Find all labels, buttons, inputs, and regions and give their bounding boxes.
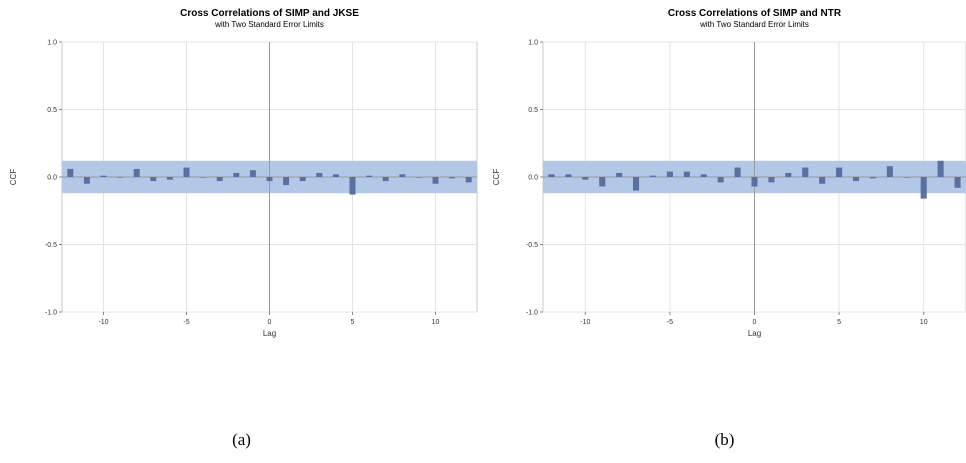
ccf-bar — [802, 167, 809, 177]
ccf-bar — [133, 168, 140, 177]
y-tick-label: 0.5 — [47, 107, 57, 114]
y-tick-label: -1.0 — [526, 310, 538, 317]
y-tick-label: 0.0 — [47, 175, 57, 182]
x-tick-label: -5 — [183, 319, 189, 326]
ccf-bar — [852, 177, 860, 182]
ccf-bar — [332, 174, 339, 177]
x-tick-label: 0 — [753, 319, 757, 326]
chart-subtitle: with Two Standard Error Limits — [699, 20, 809, 29]
y-tick-label: 1.0 — [47, 40, 57, 47]
ccf-bar — [349, 177, 356, 195]
ccf-bar — [633, 177, 640, 191]
ccf-bar — [548, 174, 555, 177]
ccf-bar — [836, 167, 843, 177]
ccf-bar — [869, 177, 876, 179]
x-tick-label: -5 — [667, 319, 673, 326]
ccf-bar — [920, 177, 927, 199]
ccf-bar — [734, 167, 741, 177]
chart-subtitle: with Two Standard Error Limits — [214, 20, 324, 29]
ccf-bar — [100, 175, 107, 177]
ccf-bar — [582, 177, 589, 180]
x-axis-label: Lag — [263, 329, 276, 338]
y-tick-label: 0.0 — [528, 175, 538, 182]
ccf-bar — [233, 172, 240, 177]
y-tick-label: 0.5 — [528, 107, 538, 114]
ccf-bar — [183, 167, 190, 177]
x-tick-label: 10 — [920, 319, 928, 326]
ccf-bar — [283, 177, 290, 186]
ccf-bar — [768, 177, 775, 183]
ccf-bar — [599, 177, 606, 187]
ccf-bar — [266, 177, 273, 182]
x-tick-label: 5 — [351, 319, 355, 326]
ccf-bar — [117, 177, 124, 178]
ccf-bar — [903, 177, 910, 178]
ccf-bar — [649, 175, 657, 177]
y-axis-label: CCF — [492, 169, 501, 186]
ccf-bar — [249, 170, 256, 177]
ccf-bar — [432, 177, 439, 184]
ccf-bar — [150, 177, 157, 182]
ccf-bar — [683, 171, 690, 177]
caption-b: (b) — [714, 430, 735, 449]
ccf-bar — [565, 174, 572, 177]
x-tick-label: -10 — [580, 319, 590, 326]
ccf-bar — [937, 160, 944, 177]
ccf-bar — [666, 171, 673, 177]
x-axis-label: Lag — [748, 329, 761, 338]
ccf-bar — [751, 177, 758, 187]
ccf-bar — [700, 174, 707, 177]
chart-panel-b: Cross Correlations of SIMP and NTR with T… — [483, 0, 966, 463]
ccf-bar — [954, 177, 961, 188]
ccf-bar — [449, 177, 456, 179]
ccf-bar — [785, 172, 792, 177]
ccf-bar — [299, 177, 306, 182]
chart-panel-a: Cross Correlations of SIMP and JKSE with … — [9, 8, 478, 449]
ccf-bar — [465, 177, 472, 183]
x-tick-label: 5 — [837, 319, 841, 326]
ccf-bar — [83, 177, 90, 184]
caption-a: (a) — [232, 430, 251, 449]
ccf-bar — [886, 166, 893, 177]
ccf-bar — [717, 177, 724, 183]
y-tick-label: 1.0 — [528, 40, 538, 47]
y-axis-label: CCF — [9, 169, 18, 186]
ccf-bar — [216, 177, 223, 182]
x-tick-label: -10 — [98, 319, 108, 326]
ccf-bar — [366, 175, 373, 177]
ccf-bar — [67, 168, 74, 177]
ccf-bar — [382, 177, 389, 182]
x-tick-label: 10 — [432, 319, 440, 326]
ccf-bar — [166, 177, 173, 180]
ccf-bar — [399, 174, 406, 177]
y-tick-label: -1.0 — [45, 310, 57, 317]
ccf-bar — [616, 172, 623, 177]
chart-title: Cross Correlations of SIMP and JKSE — [180, 8, 359, 19]
chart-title: Cross Correlations of SIMP and NTR — [668, 8, 842, 19]
ccf-bar — [415, 177, 422, 178]
x-tick-label: 0 — [268, 319, 272, 326]
y-tick-label: -0.5 — [45, 242, 57, 249]
ccf-chart-svg-a: Cross Correlations of SIMP and JKSEwith … — [9, 8, 478, 338]
ccf-bar — [316, 172, 323, 177]
ccf-bar — [819, 177, 826, 184]
y-tick-label: -0.5 — [526, 242, 538, 249]
ccf-bar — [200, 177, 207, 178]
